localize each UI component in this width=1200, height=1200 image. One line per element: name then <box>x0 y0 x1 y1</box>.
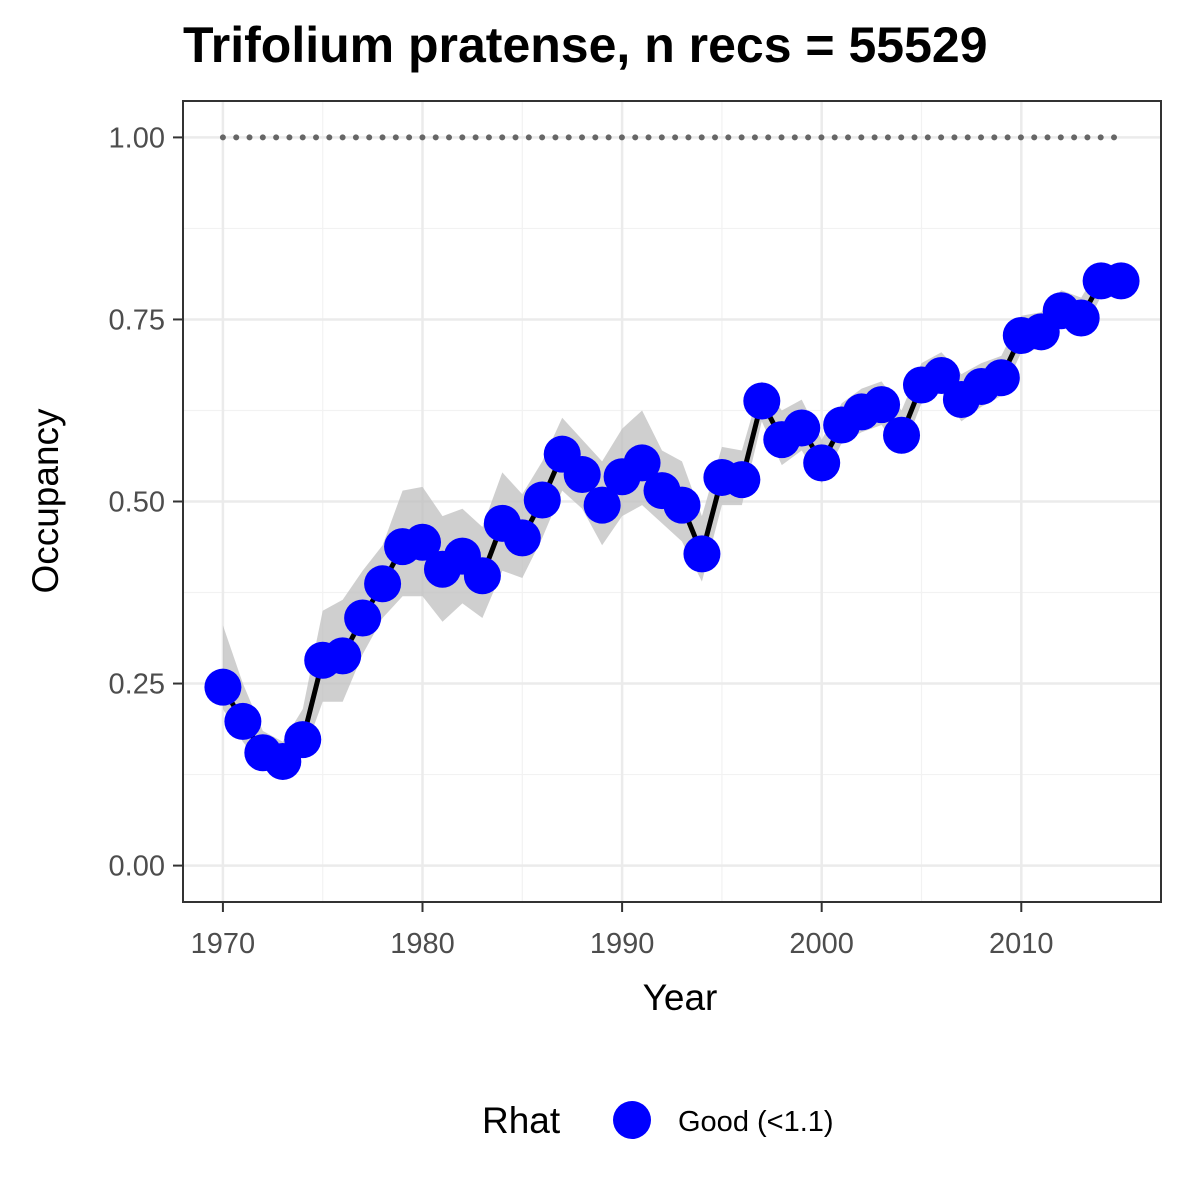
y-tick-label: 0.50 <box>109 487 165 519</box>
y-tick-label: 1.00 <box>109 122 165 154</box>
data-point-1997 <box>743 382 781 420</box>
data-point-1996 <box>723 461 761 499</box>
chart-title: Trifolium pratense, n recs = 55529 <box>183 17 988 73</box>
x-tick-label: 1970 <box>191 928 256 960</box>
data-point-2003 <box>863 386 901 424</box>
data-point-1991 <box>623 444 661 482</box>
x-axis-title: Year <box>643 977 718 1018</box>
data-point-1978 <box>364 565 402 603</box>
data-point-1999 <box>783 409 821 447</box>
legend: Rhat Good (<1.1) <box>482 1100 834 1141</box>
data-point-1974 <box>284 721 322 759</box>
data-point-1994 <box>683 535 721 573</box>
x-tick-label: 1990 <box>590 928 655 960</box>
y-tick-label: 0.00 <box>109 851 165 883</box>
data-point-1989 <box>583 486 621 524</box>
y-tick-label: 0.75 <box>109 304 165 336</box>
plot-panel <box>182 100 1162 903</box>
data-point-1986 <box>523 481 561 519</box>
x-tick-label: 2000 <box>789 928 854 960</box>
x-tick-label: 1980 <box>390 928 455 960</box>
y-tick-label: 0.25 <box>109 669 165 701</box>
data-point-1980 <box>404 523 442 561</box>
x-tick-label: 2010 <box>989 928 1054 960</box>
legend-label: Good (<1.1) <box>678 1106 834 1138</box>
y-axis-title: Occupancy <box>25 408 66 594</box>
data-point-1993 <box>663 486 701 524</box>
data-point-1988 <box>563 456 601 494</box>
data-point-2000 <box>803 444 841 482</box>
data-point-1970 <box>204 668 242 706</box>
legend-title: Rhat <box>482 1100 561 1141</box>
data-point-2015 <box>1102 262 1140 300</box>
data-point-1976 <box>324 637 362 675</box>
data-point-1977 <box>344 599 382 637</box>
data-point-2013 <box>1062 299 1100 337</box>
data-point-1971 <box>224 702 262 740</box>
data-point-2004 <box>883 416 921 454</box>
data-points-group <box>204 262 1140 780</box>
data-point-1985 <box>503 519 541 557</box>
data-point-2009 <box>982 359 1020 397</box>
legend-entries: Good (<1.1) <box>613 1101 834 1139</box>
legend-key-point <box>613 1101 651 1139</box>
data-point-1983 <box>463 557 501 595</box>
y-axis: 0.00 0.25 0.50 0.75 1.00 <box>109 122 183 883</box>
x-axis: 1970 1980 1990 2000 2010 <box>191 902 1054 960</box>
